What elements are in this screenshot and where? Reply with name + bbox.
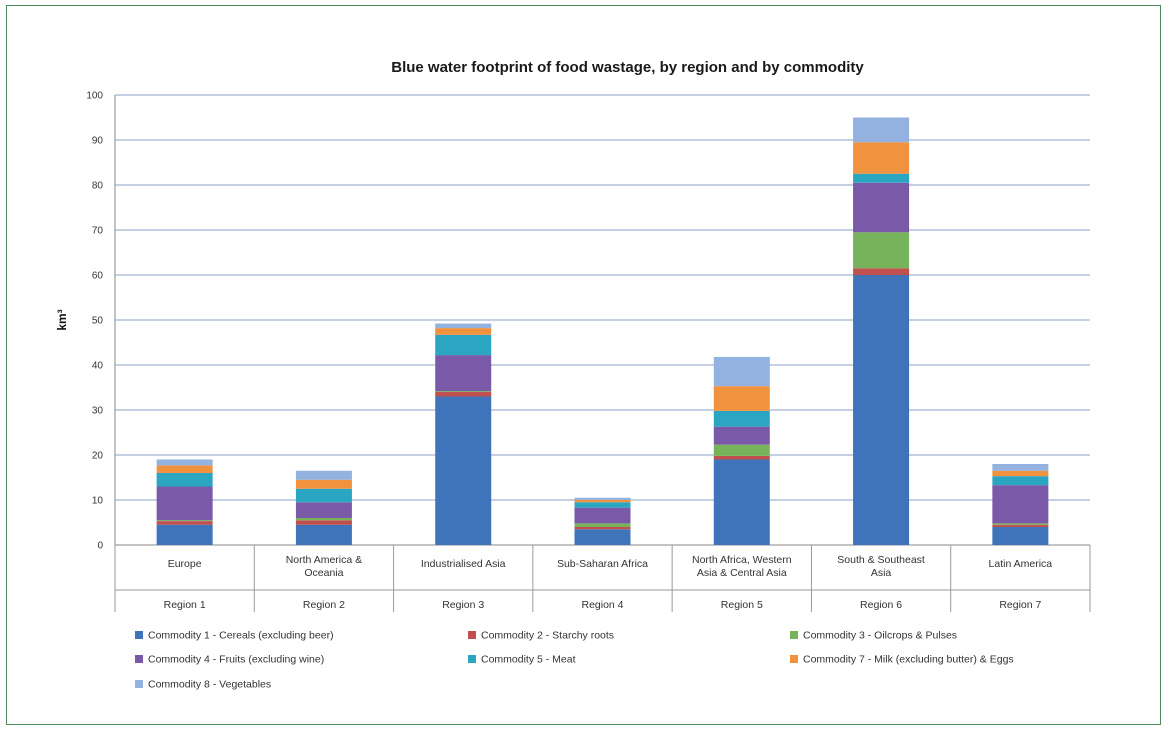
y-tick-label: 10 (92, 496, 104, 507)
bar-segment (992, 485, 1049, 524)
bar-segment (435, 328, 492, 335)
bar-segment (435, 396, 492, 545)
bar-segment (713, 444, 770, 456)
x-category-label: Industrialised Asia (421, 558, 506, 570)
legend-swatch (468, 655, 476, 663)
y-tick-label: 80 (92, 181, 104, 192)
y-tick-label: 0 (97, 541, 103, 552)
bar-segment (156, 524, 213, 545)
y-tick-label: 100 (86, 91, 103, 102)
bar-segment (713, 455, 770, 460)
x-category-label: South & Southeast (837, 554, 925, 566)
bar-segment (713, 459, 770, 545)
bar-segment (156, 521, 213, 525)
bar-segment (574, 527, 631, 530)
bar-segment (156, 473, 213, 487)
bar-segment (992, 476, 1049, 486)
x-category-label: Latin America (989, 558, 1053, 570)
bar-segment (713, 410, 770, 427)
bar-segment (295, 524, 352, 545)
bar-segment (574, 497, 631, 500)
bar-segment (295, 470, 352, 480)
bar-segment (713, 386, 770, 411)
x-group-label: Region 1 (164, 599, 206, 611)
bar-segment (574, 529, 631, 545)
bar-segment (156, 459, 213, 466)
bar-segment (574, 507, 631, 524)
legend-label: Commodity 3 - Oilcrops & Pulses (803, 630, 957, 642)
y-tick-label: 50 (92, 316, 104, 327)
bar-segment (435, 391, 492, 392)
bar-segment (853, 173, 910, 183)
bar-segment (295, 479, 352, 489)
y-tick-label: 40 (92, 361, 104, 372)
legend-swatch (790, 655, 798, 663)
bar-segment (853, 232, 910, 269)
bar-segment (713, 356, 770, 387)
legend-label: Commodity 5 - Meat (481, 654, 576, 666)
bar-segment (156, 465, 213, 473)
x-category-label: Asia (871, 567, 892, 579)
x-category-label: Sub-Saharan Africa (557, 558, 648, 570)
y-tick-label: 70 (92, 226, 104, 237)
x-category-label: North Africa, Western (692, 554, 792, 566)
bar-segment (853, 268, 910, 275)
bar-segment (992, 524, 1049, 527)
bar-segment (435, 355, 492, 392)
legend-swatch (135, 655, 143, 663)
x-group-label: Region 7 (999, 599, 1041, 611)
bar-segment (853, 182, 910, 233)
x-category-label: North America & (286, 554, 362, 566)
legend-swatch (135, 680, 143, 688)
legend-swatch (468, 631, 476, 639)
bar-segment (713, 426, 770, 445)
legend-swatch (790, 631, 798, 639)
bar-segment (853, 142, 910, 174)
bar-segment (156, 486, 213, 521)
x-category-label: Asia & Central Asia (697, 567, 787, 579)
bar-segment (156, 520, 213, 522)
legend-label: Commodity 2 - Starchy roots (481, 630, 614, 642)
bar-segment (435, 334, 492, 356)
bar-segment (574, 502, 631, 508)
legend-label: Commodity 8 - Vegetables (148, 679, 271, 691)
y-tick-label: 30 (92, 406, 104, 417)
bar-segment (853, 275, 910, 545)
x-group-label: Region 5 (721, 599, 763, 611)
chart-title: Blue water footprint of food wastage, by… (391, 59, 864, 76)
x-category-label: Europe (168, 558, 202, 570)
x-group-label: Region 3 (442, 599, 484, 611)
y-axis-label: km³ (55, 309, 69, 330)
bar-segment (992, 464, 1049, 471)
bar-segment (295, 502, 352, 518)
x-group-label: Region 4 (581, 599, 623, 611)
bar-segment (295, 518, 352, 521)
bar-segment (853, 117, 910, 143)
y-tick-label: 20 (92, 451, 104, 462)
x-category-label: Oceania (304, 567, 343, 579)
bar-segment (295, 520, 352, 525)
bar-segment (574, 500, 631, 503)
legend-label: Commodity 4 - Fruits (excluding wine) (148, 654, 324, 666)
legend-label: Commodity 7 - Milk (excluding butter) & … (803, 654, 1014, 666)
y-tick-label: 90 (92, 136, 104, 147)
bar-segment (435, 392, 492, 397)
bar-segment (435, 323, 492, 329)
bar-segment (992, 523, 1049, 525)
x-group-label: Region 6 (860, 599, 902, 611)
bar-segment (992, 527, 1049, 545)
legend-swatch (135, 631, 143, 639)
bar-segment (295, 488, 352, 503)
legend-label: Commodity 1 - Cereals (excluding beer) (148, 630, 334, 642)
bar-segment (992, 470, 1049, 477)
bar-segment (574, 523, 631, 527)
y-tick-label: 60 (92, 271, 104, 282)
x-group-label: Region 2 (303, 599, 345, 611)
